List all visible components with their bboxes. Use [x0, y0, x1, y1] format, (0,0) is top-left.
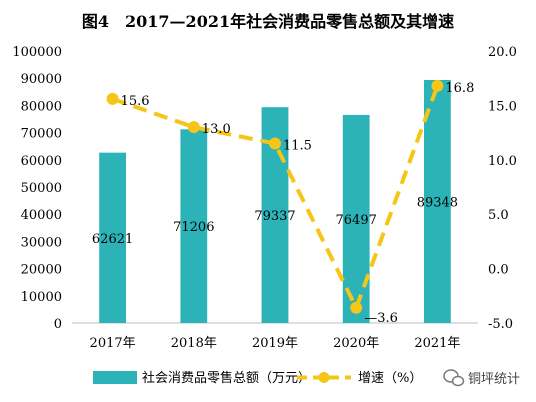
growth-point [431, 79, 444, 92]
bar-value-label: 89348 [417, 195, 458, 210]
bar-value-label: 62621 [92, 232, 133, 247]
legend: 社会消费品零售总额（万元） 增速（%） [93, 370, 422, 386]
left-tick-label: 30000 [21, 235, 62, 250]
right-tick-label: 0.0 [488, 263, 509, 278]
bar-series: 62621 71206 79337 76497 89348 [92, 79, 458, 323]
growth-point [269, 137, 281, 150]
growth-value-label: 15.6 [121, 94, 150, 109]
growth-point [106, 92, 119, 105]
left-tick-label: 0 [54, 317, 62, 332]
legend-bar-swatch [93, 371, 137, 384]
x-axis: 2017年 2018年 2019年 2020年 2021年 [90, 336, 461, 351]
right-axis: -5.0 0.0 5.0 10.0 15.0 20.0 [488, 45, 517, 332]
growth-point [350, 301, 363, 314]
right-tick-label: 5.0 [488, 208, 509, 223]
left-tick-label: 20000 [21, 263, 62, 278]
bar [180, 129, 208, 323]
bar-value-label: 71206 [173, 220, 214, 235]
left-tick-label: 80000 [21, 99, 62, 114]
growth-value-label: 16.8 [445, 81, 474, 96]
growth-value-label: 11.5 [283, 138, 312, 153]
left-tick-label: 10000 [21, 290, 62, 305]
bar [99, 152, 126, 323]
right-tick-label: 10.0 [488, 154, 517, 169]
watermark: 铜坪统计 [443, 369, 520, 387]
left-tick-label: 50000 [21, 181, 62, 196]
growth-line [111, 85, 440, 310]
category-label: 2019年 [252, 336, 298, 351]
category-label: 2021年 [414, 336, 460, 351]
watermark-text: 铜坪统计 [468, 372, 520, 387]
growth-point [187, 121, 200, 134]
left-tick-label: 40000 [21, 208, 62, 223]
left-tick-label: 60000 [21, 154, 62, 169]
right-tick-label: 20.0 [488, 45, 517, 60]
right-tick-label: 15.0 [488, 99, 517, 114]
legend-line-marker [318, 372, 330, 383]
growth-value-label: —3.6 [364, 311, 398, 326]
right-tick-label: -5.0 [488, 317, 513, 332]
wechat-icon [443, 369, 465, 387]
bar [424, 79, 451, 323]
bar-value-label: 79337 [254, 209, 295, 224]
legend-line-label: 增速（%） [358, 371, 422, 386]
legend-bar-label: 社会消费品零售总额（万元） [142, 370, 311, 386]
left-tick-label: 70000 [21, 127, 62, 142]
line-series: 15.6 13.0 11.5 —3.6 16.8 [106, 79, 474, 326]
category-label: 2020年 [333, 336, 379, 351]
category-label: 2018年 [171, 336, 217, 351]
left-tick-label: 90000 [21, 72, 62, 87]
left-tick-label: 100000 [12, 45, 62, 60]
chart-title: 图4 2017—2021年社会消费品零售总额及其增速 [82, 12, 454, 31]
growth-value-label: 13.0 [202, 122, 231, 137]
bar-value-label: 76497 [336, 213, 377, 228]
left-axis: 0 10000 20000 30000 40000 50000 60000 70000 8000… [12, 45, 62, 332]
category-label: 2017年 [90, 336, 136, 351]
